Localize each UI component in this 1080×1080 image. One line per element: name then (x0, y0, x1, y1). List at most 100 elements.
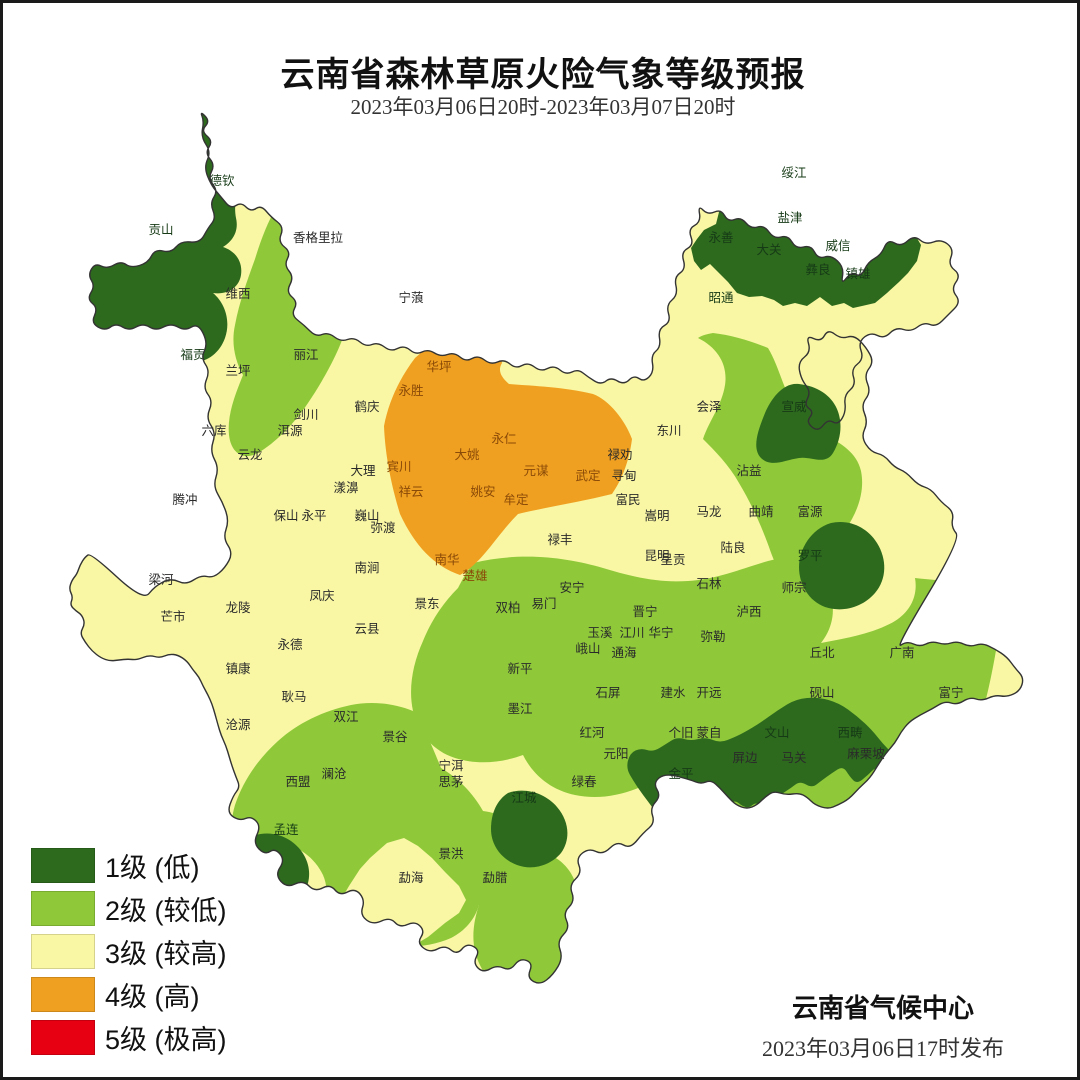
svg-text:陆良: 陆良 (720, 540, 745, 555)
svg-text:峨山: 峨山 (575, 642, 600, 656)
svg-text:威信: 威信 (825, 239, 850, 253)
svg-text:禄丰: 禄丰 (547, 532, 572, 547)
svg-text:麻栗坡: 麻栗坡 (847, 746, 885, 761)
svg-text:弥勒: 弥勒 (700, 629, 725, 644)
svg-text:华坪: 华坪 (426, 359, 451, 374)
svg-text:文山: 文山 (764, 725, 789, 740)
svg-text:大姚: 大姚 (454, 448, 480, 462)
svg-text:盐津: 盐津 (777, 211, 802, 225)
svg-text:昆明: 昆明 (644, 549, 669, 563)
svg-text:绥江: 绥江 (781, 166, 806, 180)
svg-text:易门: 易门 (531, 596, 556, 611)
svg-text:姚安: 姚安 (470, 484, 495, 499)
svg-text:永胜: 永胜 (398, 383, 423, 398)
svg-text:昭通: 昭通 (708, 291, 734, 305)
svg-text:元阳: 元阳 (603, 747, 628, 761)
svg-text:广南: 广南 (889, 645, 914, 660)
svg-text:彝良: 彝良 (805, 262, 830, 277)
svg-text:弥渡: 弥渡 (370, 520, 396, 535)
svg-text:武定: 武定 (575, 468, 600, 483)
svg-text:永平: 永平 (301, 509, 326, 523)
svg-text:西盟: 西盟 (285, 775, 310, 789)
svg-text:牟定: 牟定 (503, 492, 528, 507)
svg-text:寻甸: 寻甸 (611, 469, 636, 483)
svg-text:绿春: 绿春 (571, 774, 597, 789)
svg-text:江城: 江城 (511, 791, 537, 805)
svg-text:永善: 永善 (708, 230, 733, 245)
svg-text:永仁: 永仁 (491, 432, 516, 446)
svg-text:思茅: 思茅 (438, 775, 463, 789)
svg-text:曲靖: 曲靖 (748, 505, 773, 519)
svg-text:墨江: 墨江 (507, 702, 532, 716)
svg-text:镇康: 镇康 (225, 661, 251, 676)
svg-text:丽江: 丽江 (293, 348, 318, 362)
svg-text:蒙自: 蒙自 (696, 726, 721, 740)
svg-text:石林: 石林 (696, 577, 722, 591)
svg-text:贡山: 贡山 (148, 223, 173, 237)
svg-text:华宁: 华宁 (648, 625, 673, 640)
svg-text:师宗: 师宗 (781, 580, 806, 595)
svg-text:东川: 东川 (656, 424, 681, 438)
svg-text:宾川: 宾川 (386, 459, 411, 474)
svg-text:凤庆: 凤庆 (309, 589, 335, 603)
svg-text:个旧: 个旧 (668, 726, 693, 740)
svg-text:富源: 富源 (797, 504, 823, 519)
svg-text:丘北: 丘北 (809, 646, 835, 660)
svg-text:楚雄: 楚雄 (462, 568, 487, 583)
svg-text:保山: 保山 (273, 509, 298, 523)
svg-text:富宁: 富宁 (938, 685, 963, 700)
svg-text:通海: 通海 (611, 645, 637, 660)
svg-text:罗平: 罗平 (797, 549, 822, 563)
svg-text:江川: 江川 (619, 626, 644, 640)
svg-text:马龙: 马龙 (696, 505, 721, 519)
svg-text:富民: 富民 (615, 492, 640, 507)
svg-text:沧源: 沧源 (225, 717, 251, 732)
svg-text:双柏: 双柏 (495, 600, 520, 615)
svg-text:石屏: 石屏 (595, 686, 620, 700)
svg-text:红河: 红河 (579, 725, 605, 740)
svg-text:晋宁: 晋宁 (632, 604, 657, 619)
svg-text:金平: 金平 (668, 766, 693, 781)
svg-text:澜沧: 澜沧 (321, 766, 347, 781)
svg-text:景东: 景东 (414, 597, 439, 611)
svg-text:镇雄: 镇雄 (845, 266, 870, 281)
svg-text:兰坪: 兰坪 (225, 364, 250, 378)
svg-text:洱源: 洱源 (277, 424, 303, 438)
svg-text:孟连: 孟连 (273, 822, 299, 837)
svg-text:嵩明: 嵩明 (644, 509, 669, 523)
svg-text:耿马: 耿马 (281, 690, 306, 704)
svg-text:景谷: 景谷 (382, 730, 408, 744)
svg-text:漾濞: 漾濞 (333, 480, 358, 495)
svg-text:云龙: 云龙 (237, 448, 262, 462)
svg-text:会泽: 会泽 (696, 400, 721, 414)
svg-text:景洪: 景洪 (438, 847, 463, 861)
svg-text:鹤庆: 鹤庆 (354, 399, 380, 414)
svg-text:云县: 云县 (354, 622, 379, 636)
svg-text:宁洱: 宁洱 (438, 758, 464, 773)
svg-text:大理: 大理 (350, 464, 376, 478)
svg-text:香格里拉: 香格里拉 (293, 230, 344, 245)
svg-text:大关: 大关 (756, 243, 781, 257)
svg-text:建水: 建水 (660, 686, 686, 700)
svg-text:勐腊: 勐腊 (482, 871, 508, 885)
svg-text:剑川: 剑川 (293, 407, 318, 422)
svg-text:新平: 新平 (507, 661, 532, 676)
svg-text:沾益: 沾益 (736, 464, 761, 478)
svg-text:泸西: 泸西 (736, 605, 761, 619)
svg-text:屏边: 屏边 (732, 751, 758, 765)
svg-text:砚山: 砚山 (809, 686, 834, 700)
svg-text:永德: 永德 (277, 637, 303, 652)
svg-text:双江: 双江 (333, 710, 358, 724)
svg-text:腾冲: 腾冲 (172, 492, 197, 507)
svg-text:禄劝: 禄劝 (607, 447, 632, 462)
svg-text:玉溪: 玉溪 (587, 626, 613, 640)
svg-text:元谋: 元谋 (523, 464, 549, 478)
svg-text:龙陵: 龙陵 (225, 601, 251, 615)
svg-text:宁蒗: 宁蒗 (398, 290, 424, 305)
svg-text:安宁: 安宁 (559, 580, 584, 595)
svg-text:宣威: 宣威 (781, 399, 807, 414)
svg-text:勐海: 勐海 (398, 870, 424, 885)
svg-text:南涧: 南涧 (354, 560, 379, 575)
svg-text:开远: 开远 (696, 686, 722, 700)
svg-text:福贡: 福贡 (180, 347, 205, 362)
